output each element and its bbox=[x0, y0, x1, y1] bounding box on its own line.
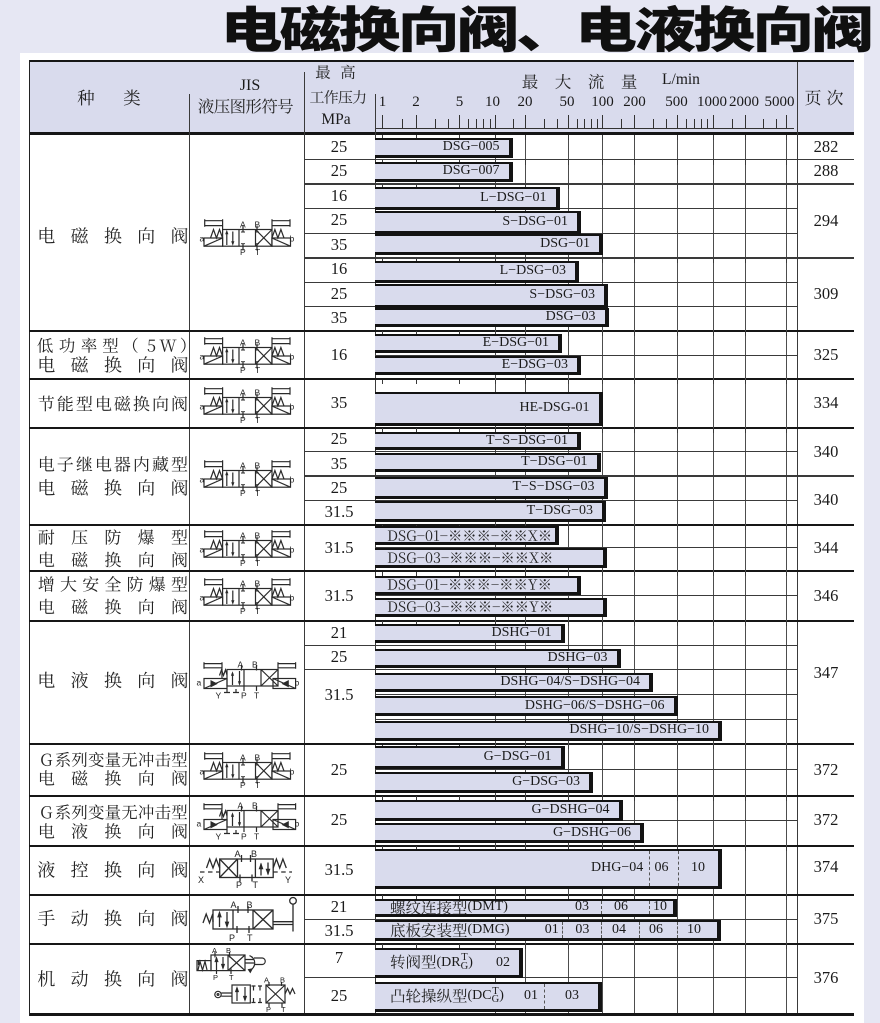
svg-text:A: A bbox=[212, 946, 217, 955]
svg-text:T: T bbox=[255, 558, 260, 568]
svg-text:P: P bbox=[241, 691, 247, 701]
svg-text:P: P bbox=[240, 780, 246, 790]
svg-text:B: B bbox=[252, 660, 258, 670]
svg-text:A: A bbox=[240, 461, 246, 471]
svg-text:P: P bbox=[240, 558, 246, 568]
svg-text:b: b bbox=[290, 401, 295, 411]
svg-text:b: b bbox=[290, 545, 295, 555]
svg-text:T: T bbox=[255, 488, 260, 498]
svg-text:B: B bbox=[280, 976, 285, 985]
svg-text:A: A bbox=[231, 900, 237, 910]
svg-text:P: P bbox=[240, 414, 246, 424]
svg-text:a: a bbox=[197, 819, 202, 829]
svg-text:A: A bbox=[240, 338, 246, 348]
svg-text:P: P bbox=[240, 365, 246, 375]
svg-text:b: b bbox=[290, 475, 295, 485]
svg-text:A: A bbox=[235, 849, 241, 859]
svg-text:T: T bbox=[254, 832, 259, 842]
svg-text:P: P bbox=[213, 973, 218, 982]
svg-text:b: b bbox=[290, 352, 295, 362]
svg-text:P: P bbox=[240, 246, 246, 256]
svg-text:b: b bbox=[290, 233, 295, 243]
svg-text:B: B bbox=[252, 801, 258, 811]
svg-text:A: A bbox=[238, 660, 244, 670]
svg-text:a: a bbox=[200, 593, 205, 603]
svg-text:a: a bbox=[200, 475, 205, 485]
svg-text:A: A bbox=[240, 753, 246, 763]
svg-text:A: A bbox=[240, 219, 246, 229]
svg-text:Y: Y bbox=[285, 875, 291, 885]
svg-text:B: B bbox=[255, 753, 261, 763]
svg-text:a: a bbox=[200, 233, 205, 243]
svg-text:B: B bbox=[255, 579, 261, 589]
svg-text:T: T bbox=[255, 606, 260, 616]
svg-text:T: T bbox=[255, 365, 260, 375]
svg-text:P: P bbox=[240, 606, 246, 616]
svg-text:Y: Y bbox=[216, 691, 222, 701]
svg-text:B: B bbox=[255, 461, 261, 471]
svg-text:A: A bbox=[240, 531, 246, 541]
svg-text:T: T bbox=[255, 780, 260, 790]
svg-text:a: a bbox=[200, 352, 205, 362]
svg-text:T: T bbox=[253, 880, 259, 890]
svg-text:B: B bbox=[247, 900, 253, 910]
svg-text:a: a bbox=[200, 767, 205, 777]
svg-text:Y: Y bbox=[216, 832, 222, 842]
svg-text:A: A bbox=[264, 976, 269, 985]
svg-text:T: T bbox=[247, 933, 253, 943]
svg-text:B: B bbox=[255, 531, 261, 541]
svg-text:X: X bbox=[198, 875, 204, 885]
svg-text:T: T bbox=[229, 973, 234, 982]
svg-text:T: T bbox=[254, 691, 259, 701]
svg-text:B: B bbox=[255, 219, 261, 229]
svg-text:b: b bbox=[295, 819, 300, 829]
svg-text:P: P bbox=[240, 488, 246, 498]
svg-text:P: P bbox=[241, 832, 247, 842]
svg-text:b: b bbox=[290, 767, 295, 777]
svg-text:B: B bbox=[226, 946, 231, 955]
svg-text:A: A bbox=[240, 579, 246, 589]
svg-text:b: b bbox=[295, 678, 300, 688]
svg-text:T: T bbox=[281, 1005, 286, 1014]
svg-text:A: A bbox=[238, 801, 244, 811]
svg-text:T: T bbox=[255, 414, 260, 424]
svg-text:B: B bbox=[255, 338, 261, 348]
svg-text:P: P bbox=[236, 880, 242, 890]
svg-text:a: a bbox=[197, 678, 202, 688]
svg-text:a: a bbox=[200, 401, 205, 411]
svg-text:B: B bbox=[255, 387, 261, 397]
svg-text:P: P bbox=[229, 933, 235, 943]
svg-text:a: a bbox=[200, 545, 205, 555]
svg-text:T: T bbox=[255, 246, 260, 256]
svg-text:A: A bbox=[240, 387, 246, 397]
svg-text:P: P bbox=[266, 1005, 271, 1014]
svg-text:b: b bbox=[290, 593, 295, 603]
svg-text:B: B bbox=[251, 849, 257, 859]
